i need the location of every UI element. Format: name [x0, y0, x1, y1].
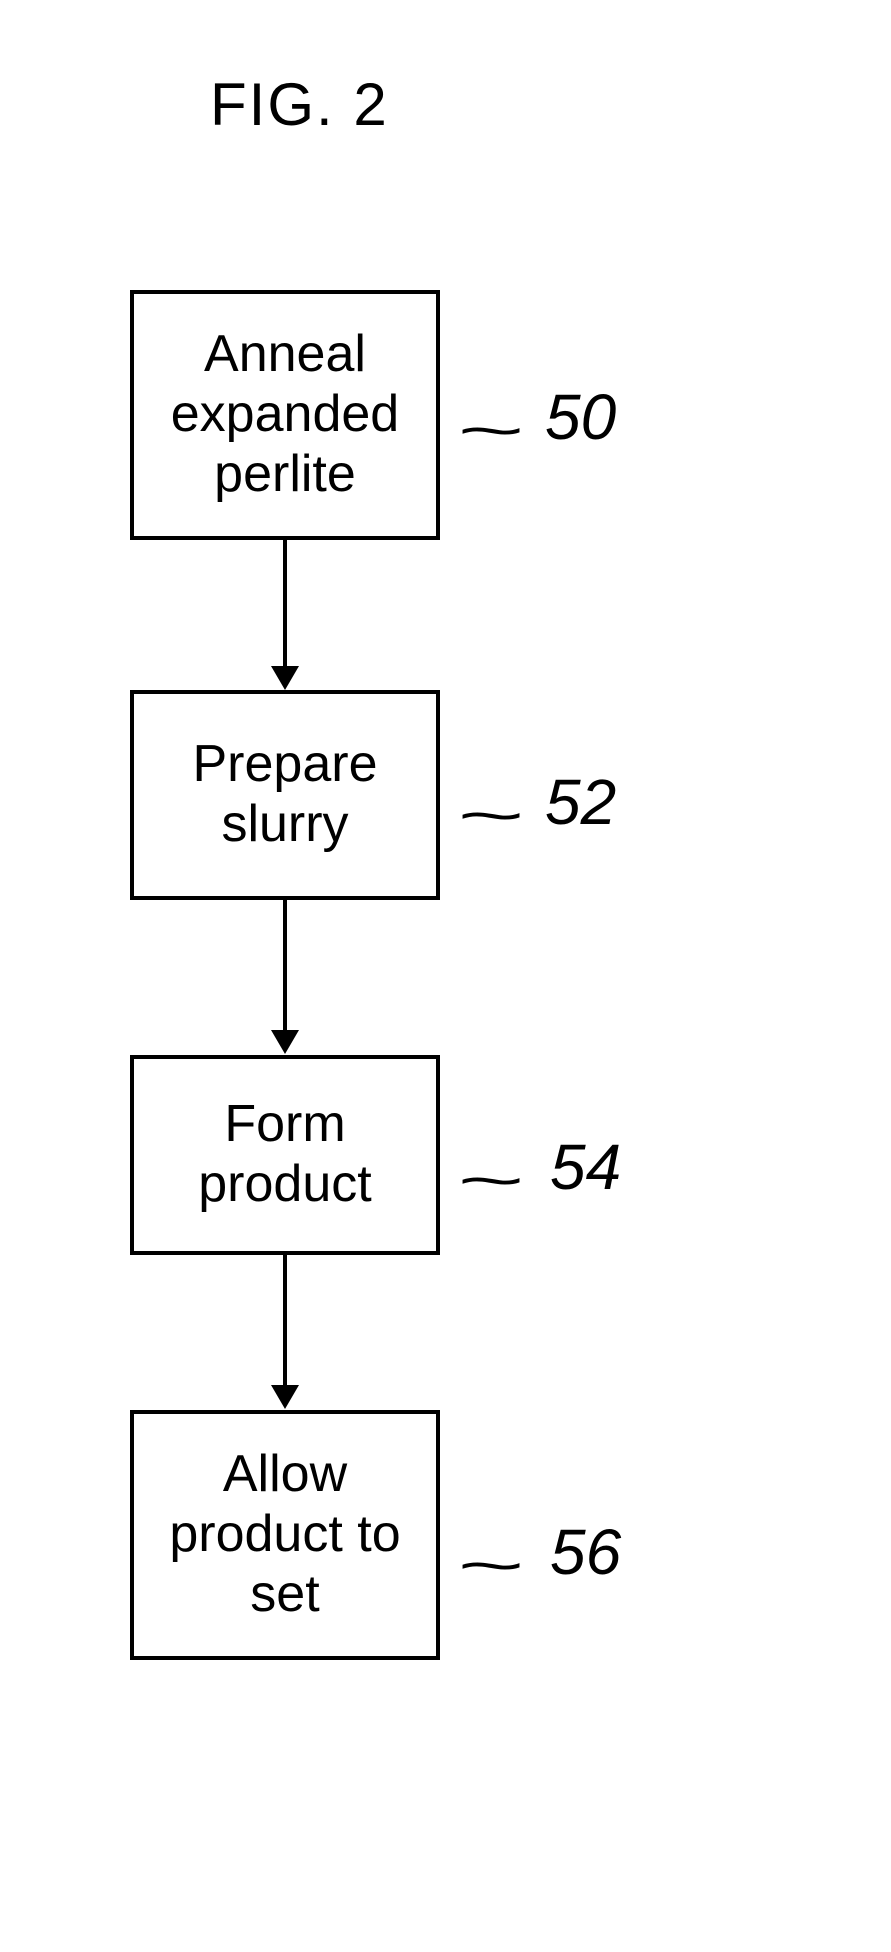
node-text: Formproduct — [198, 1095, 371, 1215]
flowchart-arrow — [283, 1255, 287, 1385]
node-label-50: 50 — [545, 380, 616, 454]
flowchart-arrow — [283, 540, 287, 668]
flowchart-node-form: Formproduct — [130, 1055, 440, 1255]
figure-title: FIG. 2 — [210, 70, 389, 139]
label-connector: ~ — [457, 398, 524, 464]
node-label-52: 52 — [545, 765, 616, 839]
label-connector: ~ — [457, 1533, 524, 1599]
label-connector: ~ — [457, 1148, 524, 1214]
node-label-56: 56 — [550, 1515, 621, 1589]
flowchart-arrow — [283, 900, 287, 1030]
flowchart-arrowhead — [271, 1385, 299, 1409]
flowchart-node-anneal: Annealexpandedperlite — [130, 290, 440, 540]
node-text: Annealexpandedperlite — [171, 325, 399, 504]
node-label-54: 54 — [550, 1130, 621, 1204]
flowchart-node-prepare: Prepareslurry — [130, 690, 440, 900]
flowchart-arrowhead — [271, 666, 299, 690]
flowchart-arrowhead — [271, 1030, 299, 1054]
node-text: Allowproduct toset — [169, 1445, 400, 1624]
flowchart-node-set: Allowproduct toset — [130, 1410, 440, 1660]
label-connector: ~ — [457, 783, 524, 849]
node-text: Prepareslurry — [193, 735, 378, 855]
